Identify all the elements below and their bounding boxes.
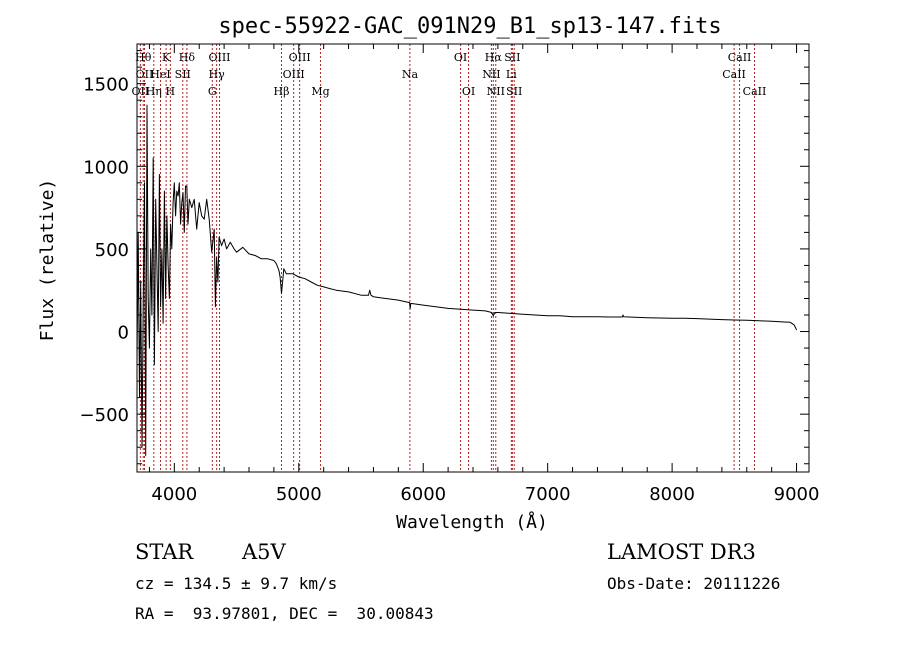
line-label-layer: OIIHθOIIHηHeIKHSIIHδGHγOIIIHβOIIIOIIIMgN… bbox=[132, 51, 767, 98]
tick-layer: 4000 5000 6000 7000 8000 9000 −500 0 500 1000 1500 bbox=[80, 44, 820, 505]
line-label-14: OIII bbox=[289, 51, 311, 64]
survey-name: LAMOST DR3 bbox=[607, 540, 756, 564]
line-label-8: Hδ bbox=[179, 51, 196, 64]
spectrum-series-0 bbox=[136, 104, 798, 456]
y-tick-label-0: −500 bbox=[80, 405, 129, 426]
x-tick-label-0: 4000 bbox=[151, 484, 197, 505]
line-label-9: G bbox=[208, 85, 217, 98]
line-label-21: NII bbox=[487, 85, 505, 98]
chart-title: spec-55922-GAC_091N29_B1_sp13-147.fits bbox=[218, 14, 721, 39]
line-label-24: SII bbox=[506, 85, 522, 98]
x-axis-label: Wavelength (Å) bbox=[396, 511, 548, 533]
y-tick-label-2: 500 bbox=[95, 240, 129, 261]
line-label-27: CaII bbox=[743, 85, 767, 98]
line-label-0: OII bbox=[132, 85, 150, 98]
line-label-25: CaII bbox=[722, 68, 746, 81]
line-label-15: Mg bbox=[311, 85, 329, 98]
line-label-6: H bbox=[166, 85, 176, 98]
line-label-12: Hβ bbox=[274, 85, 290, 98]
line-label-16: Na bbox=[402, 68, 419, 81]
line-label-10: Hγ bbox=[209, 68, 226, 81]
line-label-20: Hα bbox=[485, 51, 503, 64]
line-label-18: OI bbox=[462, 85, 475, 98]
line-label-2: OII bbox=[136, 68, 154, 81]
line-label-4: HeI bbox=[150, 68, 170, 81]
x-tick-label-3: 7000 bbox=[525, 484, 571, 505]
series-layer bbox=[136, 104, 798, 456]
line-label-11: OIII bbox=[208, 51, 230, 64]
line-label-19: NII bbox=[482, 68, 500, 81]
line-label-5: K bbox=[162, 51, 171, 64]
line-label-22: Li bbox=[506, 68, 517, 81]
x-tick-label-5: 9000 bbox=[774, 484, 820, 505]
y-tick-label-1: 0 bbox=[118, 323, 129, 344]
object-subclass: A5V bbox=[242, 540, 286, 564]
x-tick-label-1: 5000 bbox=[276, 484, 322, 505]
line-label-3: Hη bbox=[146, 85, 162, 98]
line-label-13: OIII bbox=[283, 68, 305, 81]
x-tick-label-2: 6000 bbox=[400, 484, 446, 505]
line-label-1: Hθ bbox=[135, 51, 152, 64]
ra-dec-coordinates: RA = 93.97801, DEC = 30.00843 bbox=[135, 604, 434, 623]
y-tick-label-4: 1500 bbox=[83, 75, 129, 96]
object-class: STAR bbox=[135, 540, 194, 564]
line-marker-layer bbox=[139, 44, 755, 472]
y-tick-label-3: 1000 bbox=[83, 157, 129, 178]
line-label-23: SII bbox=[504, 51, 520, 64]
line-label-17: OI bbox=[454, 51, 467, 64]
line-label-7: SII bbox=[175, 68, 191, 81]
redshift-velocity: cz = 134.5 ± 9.7 km/s bbox=[135, 574, 338, 593]
plot-frame bbox=[136, 43, 810, 473]
line-label-26: CaII bbox=[728, 51, 752, 64]
y-axis-label: Flux (relative) bbox=[37, 179, 58, 342]
observation-date: Obs-Date: 20111226 bbox=[607, 574, 781, 593]
x-tick-label-4: 8000 bbox=[649, 484, 695, 505]
